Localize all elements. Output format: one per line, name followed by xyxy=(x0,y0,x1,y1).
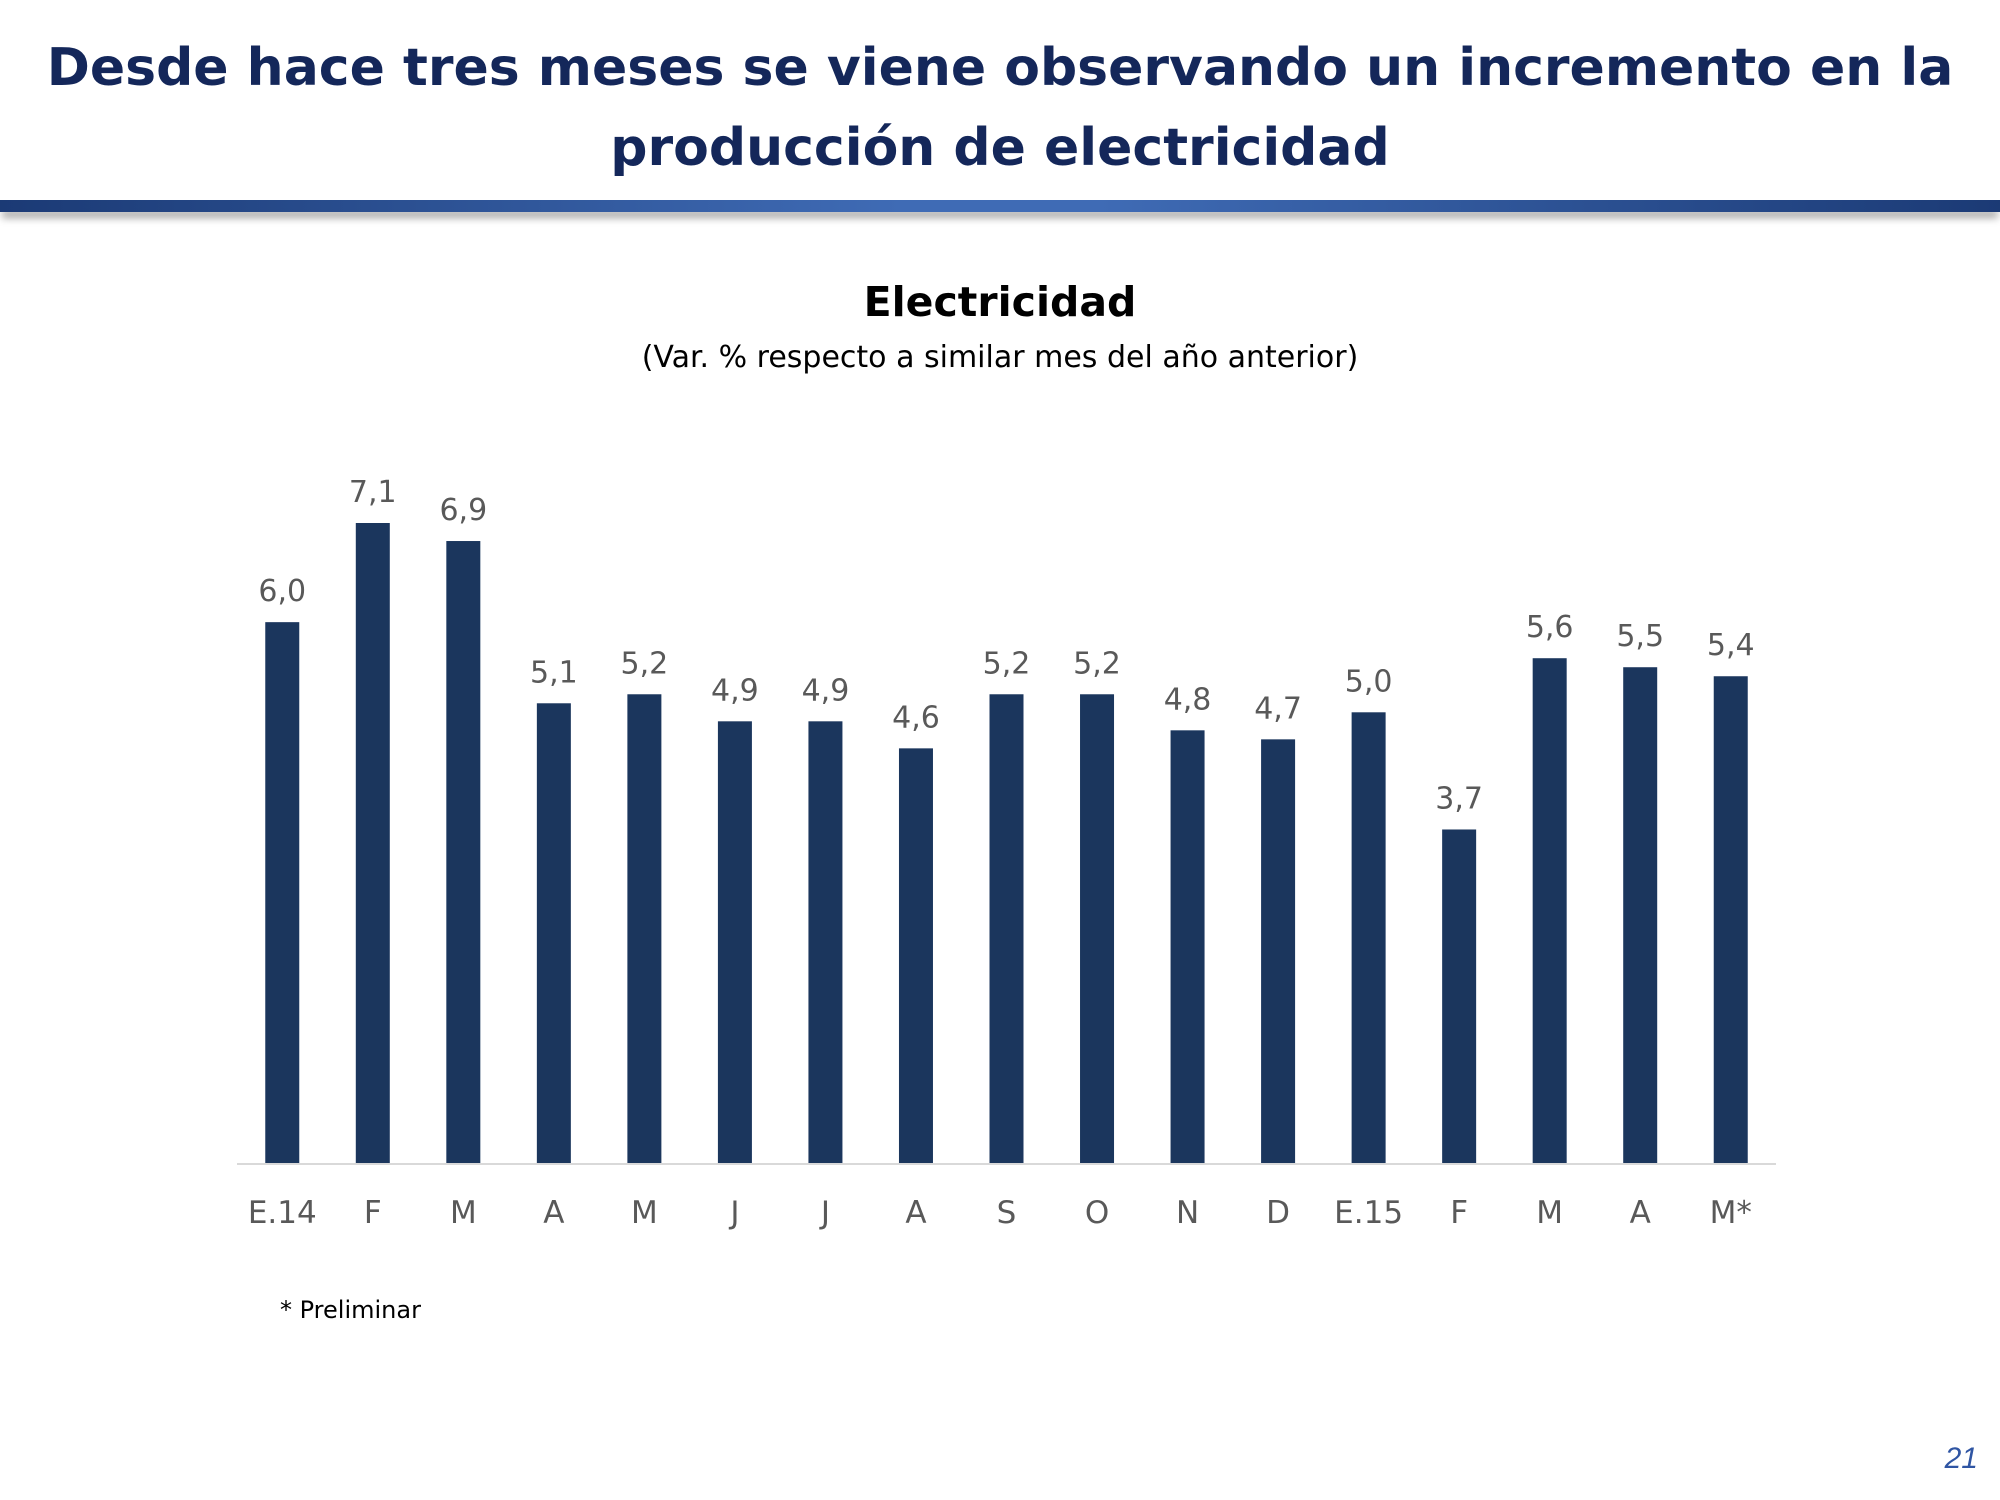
bars-layer xyxy=(265,523,1748,1163)
value-label-15: 5,5 xyxy=(1616,619,1664,654)
value-label-10: 4,8 xyxy=(1164,682,1212,717)
value-label-8: 5,2 xyxy=(983,646,1031,681)
bar-14 xyxy=(1532,658,1567,1163)
bar-13 xyxy=(1442,829,1477,1163)
value-label-9: 5,2 xyxy=(1073,646,1121,681)
bar-16 xyxy=(1713,676,1748,1163)
slide-title: Desde hace tres meses se viene observand… xyxy=(46,38,1954,178)
bar-4 xyxy=(627,694,662,1163)
tick-labels-layer: E.14 F M A M J J A S O N D E.15 F M A M* xyxy=(248,1195,1752,1231)
bar-0 xyxy=(265,622,300,1163)
value-label-16: 5,4 xyxy=(1707,628,1755,663)
x-tick-label-7: A xyxy=(905,1195,926,1231)
bar-5 xyxy=(717,721,752,1163)
x-tick-label-5: J xyxy=(728,1195,739,1231)
chart-title: Electricidad xyxy=(863,278,1137,326)
x-tick-label-0: E.14 xyxy=(248,1195,317,1231)
x-tick-label-2: M xyxy=(450,1195,477,1231)
value-label-0: 6,0 xyxy=(258,574,306,609)
x-tick-label-16: M* xyxy=(1710,1195,1752,1231)
x-tick-label-3: A xyxy=(543,1195,564,1231)
value-label-7: 4,6 xyxy=(892,700,940,735)
x-tick-label-9: O xyxy=(1085,1195,1109,1231)
bar-6 xyxy=(808,721,843,1163)
value-label-2: 6,9 xyxy=(439,493,487,528)
bar-2 xyxy=(446,541,481,1163)
x-tick-label-6: J xyxy=(819,1195,830,1231)
bar-9 xyxy=(1080,694,1115,1163)
x-tick-label-15: A xyxy=(1630,1195,1651,1231)
x-tick-label-10: N xyxy=(1176,1195,1199,1231)
x-tick-label-8: S xyxy=(997,1195,1017,1231)
value-label-11: 4,7 xyxy=(1254,691,1302,726)
x-tick-label-14: M xyxy=(1536,1195,1563,1231)
x-tick-label-11: D xyxy=(1266,1195,1290,1231)
bar-8 xyxy=(989,694,1024,1163)
x-tick-label-4: M xyxy=(631,1195,658,1231)
value-label-6: 4,9 xyxy=(802,673,850,708)
value-label-4: 5,2 xyxy=(621,646,669,681)
bar-10 xyxy=(1170,730,1205,1163)
value-label-14: 5,6 xyxy=(1526,610,1574,645)
page-number: 21 xyxy=(1944,1442,1978,1475)
x-tick-label-13: F xyxy=(1450,1195,1468,1231)
footnote: * Preliminar xyxy=(280,1296,421,1324)
value-label-3: 5,1 xyxy=(530,655,578,690)
bar-3 xyxy=(536,703,571,1163)
value-labels-layer: 6,0 7,1 6,9 5,1 5,2 4,9 4,9 4,6 5,2 5,2 4,8 4,7 5,0 3… xyxy=(258,475,1754,816)
title-divider xyxy=(0,200,2000,212)
bar-15 xyxy=(1623,667,1658,1163)
x-tick-label-1: F xyxy=(364,1195,382,1231)
bar-12 xyxy=(1351,712,1386,1163)
bar-11 xyxy=(1261,739,1296,1163)
value-label-12: 5,0 xyxy=(1345,664,1393,699)
bar-7 xyxy=(898,748,933,1163)
value-label-5: 4,9 xyxy=(711,673,759,708)
value-label-1: 7,1 xyxy=(349,475,397,510)
chart-subtitle: (Var. % respecto a similar mes del año a… xyxy=(641,340,1359,375)
x-tick-label-12: E.15 xyxy=(1334,1195,1403,1231)
bar-1 xyxy=(355,523,390,1163)
value-label-13: 3,7 xyxy=(1435,781,1483,816)
